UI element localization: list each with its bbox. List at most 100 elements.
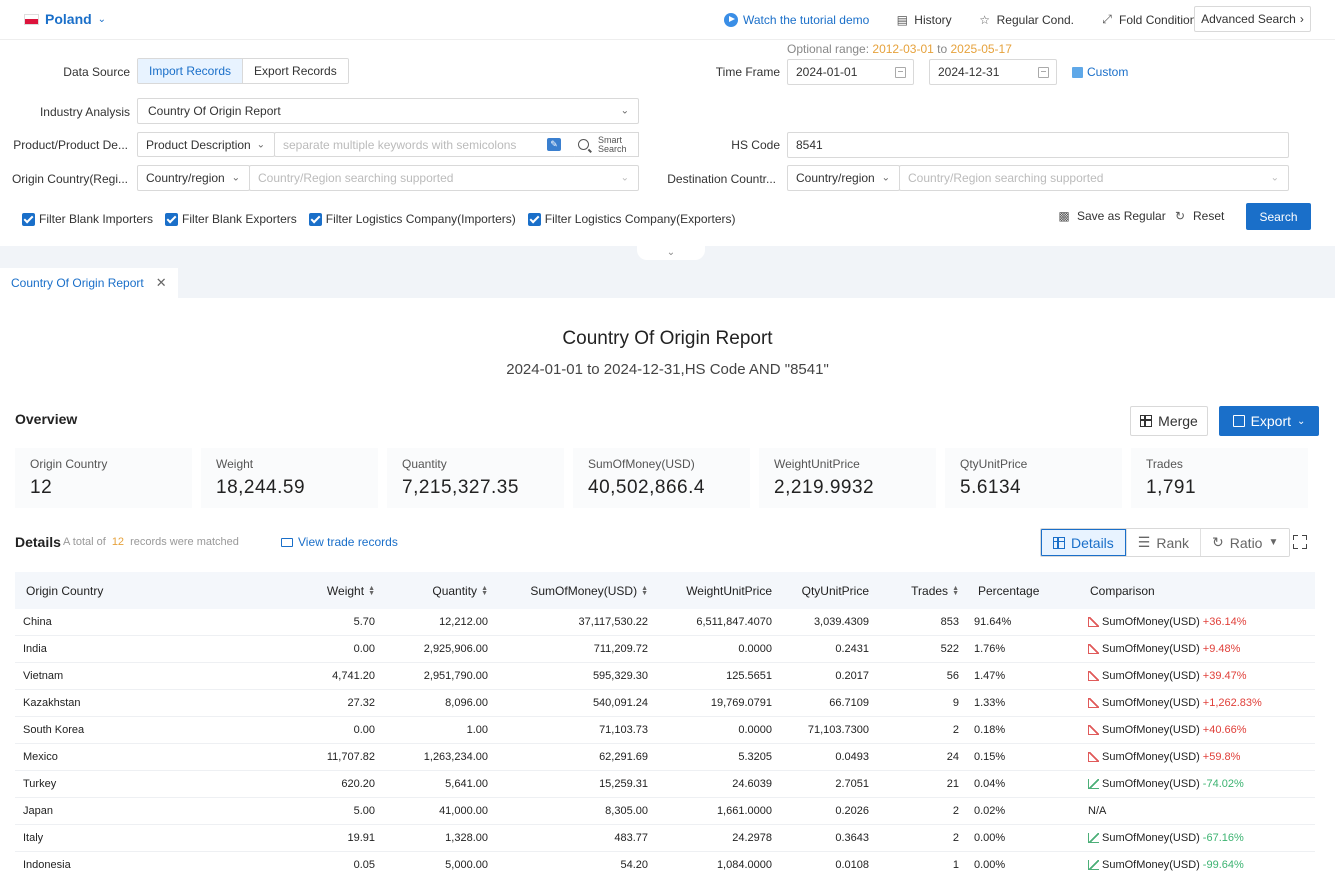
destination-country-label: Destination Countr... <box>667 172 776 186</box>
chevron-right-icon: › <box>1299 12 1304 26</box>
table-row[interactable]: Indonesia 0.05 5,000.00 54.20 1,084.0000 0.01… <box>15 852 1315 878</box>
cell-trades: 9 <box>952 697 959 709</box>
filter-logistics-exporters-checkbox[interactable]: Filter Logistics Company(Exporters) <box>527 212 736 226</box>
advanced-search-button[interactable]: Advanced Search › <box>1194 6 1311 32</box>
cell-percentage: 0.18% <box>974 724 1006 736</box>
cell-comparison: SumOfMoney(USD) +39.47% <box>1086 670 1315 682</box>
stat-card: Weight 18,244.59 <box>201 448 378 508</box>
table-row[interactable]: Mexico 11,707.82 1,263,234.00 62,291.69 5.32… <box>15 744 1315 771</box>
stat-value: 1,791 <box>1146 477 1197 498</box>
comparison-metric: SumOfMoney(USD) <box>1102 832 1200 844</box>
search-label: Search <box>598 143 627 154</box>
product-type-select[interactable]: Product Description ⌄ <box>137 132 275 157</box>
comparison-change: +9.48% <box>1202 643 1241 655</box>
cell-qty-unit-price: 0.0108 <box>835 859 869 871</box>
regular-label: Regular Cond. <box>996 12 1075 27</box>
rank-icon: ☰ <box>1137 534 1151 550</box>
origin-type-select[interactable]: Country/region ⌄ <box>137 165 250 191</box>
view-trade-records-link[interactable]: View trade records <box>281 535 398 549</box>
fullscreen-icon[interactable] <box>1293 535 1307 549</box>
details-view-button[interactable]: Details <box>1041 529 1126 556</box>
col-quantity[interactable]: Quantity ▲ ▼ <box>375 584 488 598</box>
custom-range-button[interactable]: Custom <box>1072 65 1128 79</box>
table-row[interactable]: Vietnam 4,741.20 2,951,790.00 595,329.30 125… <box>15 663 1315 690</box>
col-trades[interactable]: Trades ▲ ▼ <box>869 584 959 598</box>
reset-button[interactable]: ↻ Reset <box>1173 209 1224 223</box>
cell-money: 540,091.24 <box>592 697 648 709</box>
caret-down-icon: ▼ <box>1268 537 1279 548</box>
keyword-helper-icon[interactable]: ✎ <box>547 138 561 151</box>
ratio-view-button[interactable]: ↻ Ratio ▼ <box>1200 529 1290 556</box>
cell-trades: 853 <box>940 616 959 628</box>
filter-blank-exporters-checkbox[interactable]: Filter Blank Exporters <box>165 212 297 226</box>
cell-weight: 0.00 <box>353 643 375 655</box>
origin-country-input[interactable]: Country/Region searching supported ⌄ <box>249 165 639 191</box>
cell-country: Italy <box>23 832 44 844</box>
fold-conditions-button[interactable]: ⤢ Fold Conditions <box>1100 12 1202 27</box>
table-header: Origin Country Weight ▲ ▼ Quantity ▲ ▼ SumOf… <box>15 572 1315 609</box>
industry-analysis-select[interactable]: Country Of Origin Report ⌄ <box>137 98 639 124</box>
filter-logistics-importers-checkbox[interactable]: Filter Logistics Company(Importers) <box>308 212 516 226</box>
table-row[interactable]: Turkey 620.20 5,641.00 15,259.31 24.6039 2.70… <box>15 771 1315 798</box>
col-weight[interactable]: Weight ▲ ▼ <box>207 584 375 598</box>
save-as-regular-button[interactable]: ▩ Save as Regular <box>1057 209 1165 223</box>
cell-country: India <box>23 643 47 655</box>
cell-weight: 5.70 <box>353 616 375 628</box>
refresh-icon: ↻ <box>1174 209 1186 223</box>
export-records-option[interactable]: Export Records <box>243 59 348 83</box>
destination-type-select[interactable]: Country/region ⌄ <box>787 165 900 191</box>
overview-title: Overview <box>15 411 78 427</box>
search-button[interactable]: Search <box>1246 203 1311 230</box>
tutorial-link[interactable]: Watch the tutorial demo <box>724 12 869 27</box>
collapse-toggle[interactable]: ⌄ <box>637 246 705 260</box>
checkbox-checked-icon <box>22 212 35 226</box>
table-row[interactable]: Kazakhstan 27.32 8,096.00 540,091.24 19,769.… <box>15 690 1315 717</box>
export-button[interactable]: Export ⌄ <box>1219 406 1319 436</box>
cell-country: China <box>23 616 52 628</box>
start-date-input[interactable]: 2024-01-01 <box>787 59 914 85</box>
table-row[interactable]: India 0.00 2,925,906.00 711,209.72 0.0000 0.2… <box>15 636 1315 663</box>
play-icon <box>724 12 738 27</box>
product-type-value: Product Description <box>146 137 251 152</box>
cell-trades: 56 <box>946 670 959 682</box>
table-row[interactable]: South Korea 0.00 1.00 71,103.73 0.0000 71,103… <box>15 717 1315 744</box>
merge-button[interactable]: Merge <box>1130 406 1208 436</box>
chevron-down-icon: ⌄ <box>620 105 629 117</box>
cell-country: Kazakhstan <box>23 697 81 709</box>
hs-code-input[interactable]: 8541 <box>787 132 1289 158</box>
close-icon[interactable]: ✕ <box>155 275 167 290</box>
table-row[interactable]: Italy 19.91 1,328.00 483.77 24.2978 0.3643 2 0.… <box>15 825 1315 852</box>
cell-trades: 21 <box>946 778 959 790</box>
report-subtitle: 2024-01-01 to 2024-12-31,HS Code AND "85… <box>506 361 829 378</box>
trend-up-icon <box>1088 671 1099 681</box>
cell-quantity: 5,641.00 <box>445 778 488 790</box>
country-selector[interactable]: Poland ⌄ <box>24 11 106 27</box>
comparison-change: +1,262.83% <box>1202 697 1262 709</box>
industry-analysis-label: Industry Analysis <box>39 105 130 119</box>
rank-view-button[interactable]: ☰ Rank <box>1125 529 1201 556</box>
import-records-option[interactable]: Import Records <box>138 59 244 83</box>
cell-quantity: 12,212.00 <box>439 616 488 628</box>
filter-blank-importers-checkbox[interactable]: Filter Blank Importers <box>22 212 153 226</box>
cell-quantity: 1.00 <box>466 724 488 736</box>
smart-label: Smart <box>598 134 623 145</box>
destination-country-input[interactable]: Country/Region searching supported ⌄ <box>899 165 1289 191</box>
col-sum-of-money[interactable]: SumOfMoney(USD) ▲ ▼ <box>488 584 648 598</box>
cell-comparison: SumOfMoney(USD) -74.02% <box>1086 778 1315 790</box>
table-row[interactable]: Japan 5.00 41,000.00 8,305.00 1,661.0000 0.20… <box>15 798 1315 825</box>
end-date-input[interactable]: 2024-12-31 <box>929 59 1057 85</box>
table-row[interactable]: China 5.70 12,212.00 37,117,530.22 6,511,847… <box>15 609 1315 636</box>
history-button[interactable]: ▤ History <box>895 13 952 27</box>
cell-qty-unit-price: 0.0493 <box>835 751 869 763</box>
cell-weight: 0.05 <box>353 859 375 871</box>
keyword-input[interactable]: separate multiple keywords with semicolo… <box>274 132 576 157</box>
regular-conditions-button[interactable]: ☆ Regular Cond. <box>978 13 1074 27</box>
cell-percentage: 0.04% <box>974 778 1006 790</box>
tab-country-of-origin-report[interactable]: Country Of Origin Report ✕ <box>0 268 178 298</box>
cell-comparison: N/A <box>1086 805 1315 817</box>
cell-weight-unit-price: 125.5651 <box>726 670 772 682</box>
col-comparison: Comparison <box>1090 583 1155 598</box>
checkbox-checked-icon <box>527 212 541 226</box>
cell-percentage: 0.15% <box>974 751 1006 763</box>
smart-search-button[interactable]: Smart Search <box>575 132 639 157</box>
